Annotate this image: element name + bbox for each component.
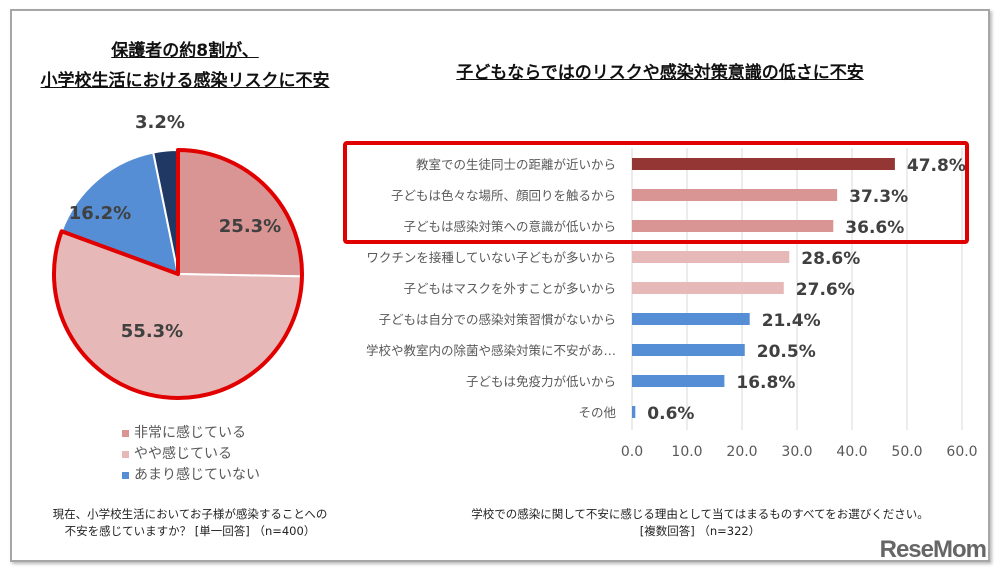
bar [632, 344, 745, 356]
category-label: 子どもはマスクを外すことが多いから [403, 281, 616, 296]
category-label: 子どもは色々な場所、顔回りを触るから [391, 188, 616, 203]
legend-swatch [122, 450, 129, 458]
highlight-box [343, 141, 969, 244]
legend-label: 非常に感じている [134, 425, 246, 441]
bar-data-label: 0.6% [647, 404, 694, 424]
x-tick-label: 50.0 [891, 444, 922, 460]
bar-data-label: 28.6% [801, 249, 860, 269]
bar [632, 189, 838, 201]
legend-item: 非常に感じている [122, 423, 260, 444]
note-line: 不安を感じていますか？ [単一回答] （n=400） [64, 524, 316, 538]
bar [632, 282, 784, 294]
x-tick-label: 30.0 [781, 444, 812, 460]
legend-item: やや感じている [122, 444, 260, 465]
x-tick-label: 20.0 [726, 444, 757, 460]
bar [632, 220, 834, 232]
pie-question-note: 現在、小学校生活においてお子様が感染することへの 不安を感じていますか？ [単一… [30, 506, 350, 540]
pie-slice [177, 148, 303, 278]
category-label: 子どもは自分での感染対策習慣がないから [378, 312, 616, 327]
bar [632, 158, 895, 170]
legend-item: あまり感じていない [122, 465, 260, 486]
pie-slice [60, 151, 180, 276]
bar-data-label: 47.8% [907, 156, 966, 176]
bar-data-label: 37.3% [849, 187, 908, 207]
note-line: [複数回答] （n=322） [639, 524, 761, 538]
x-tick-label: 60.0 [946, 444, 977, 460]
legend-label: あまり感じていない [134, 467, 260, 483]
x-tick-label: 0.0 [621, 444, 643, 460]
x-tick-label: 10.0 [671, 444, 702, 460]
legend-swatch [122, 429, 129, 437]
category-label: ワクチンを接種していない子どもが多いから [366, 250, 616, 265]
legend-label: やや感じている [134, 446, 232, 462]
figure-frame [10, 9, 990, 562]
bar [632, 251, 790, 263]
bar-data-label: 20.5% [757, 342, 816, 362]
bar-data-label: 16.8% [736, 373, 795, 393]
bar-data-label: 21.4% [762, 311, 821, 331]
pie-title-line1: 保護者の約8割が、 [111, 41, 259, 61]
category-label: その他 [578, 405, 616, 420]
pie-data-label: 25.3% [219, 216, 281, 237]
pie-title: 保護者の約8割が、 小学校生活における感染リスクに不安 [20, 36, 350, 96]
pie-title-line2: 小学校生活における感染リスクに不安 [40, 71, 330, 91]
pie-highlight-outline [52, 148, 304, 400]
bar-data-label: 36.6% [845, 218, 904, 238]
x-tick-label: 40.0 [836, 444, 867, 460]
legend-swatch [122, 471, 129, 479]
pie-data-label: 16.2% [69, 203, 131, 224]
pie-legend: 非常に感じている やや感じている あまり感じていない [122, 423, 260, 486]
bar [632, 313, 750, 325]
note-line: 学校での感染に関して不安に感じる理由として当てはまるものすべてをお選びください。 [471, 507, 929, 521]
bar-title: 子どもならではのリスクや感染対策意識の低さに不安 [456, 63, 864, 83]
bar [632, 406, 636, 418]
pie-data-label: 3.2% [135, 112, 185, 133]
bar-question-note: 学校での感染に関して不安に感じる理由として当てはまるものすべてをお選びください。… [440, 506, 960, 540]
note-line: 現在、小学校生活においてお子様が感染することへの [52, 507, 328, 521]
bar [632, 375, 725, 387]
bar-data-label: 27.6% [796, 280, 855, 300]
category-label: 子どもは感染対策への意識が低いから [403, 219, 616, 234]
category-label: 学校や教室内の除菌や感染対策に不安があ… [366, 343, 616, 358]
resemom-logo: ReseMom [879, 536, 987, 563]
pie-data-label: 55.3% [121, 321, 183, 342]
category-label: 教室での生徒同士の距離が近いから [416, 157, 616, 172]
category-label: 子どもは免疫力が低いから [466, 374, 616, 389]
